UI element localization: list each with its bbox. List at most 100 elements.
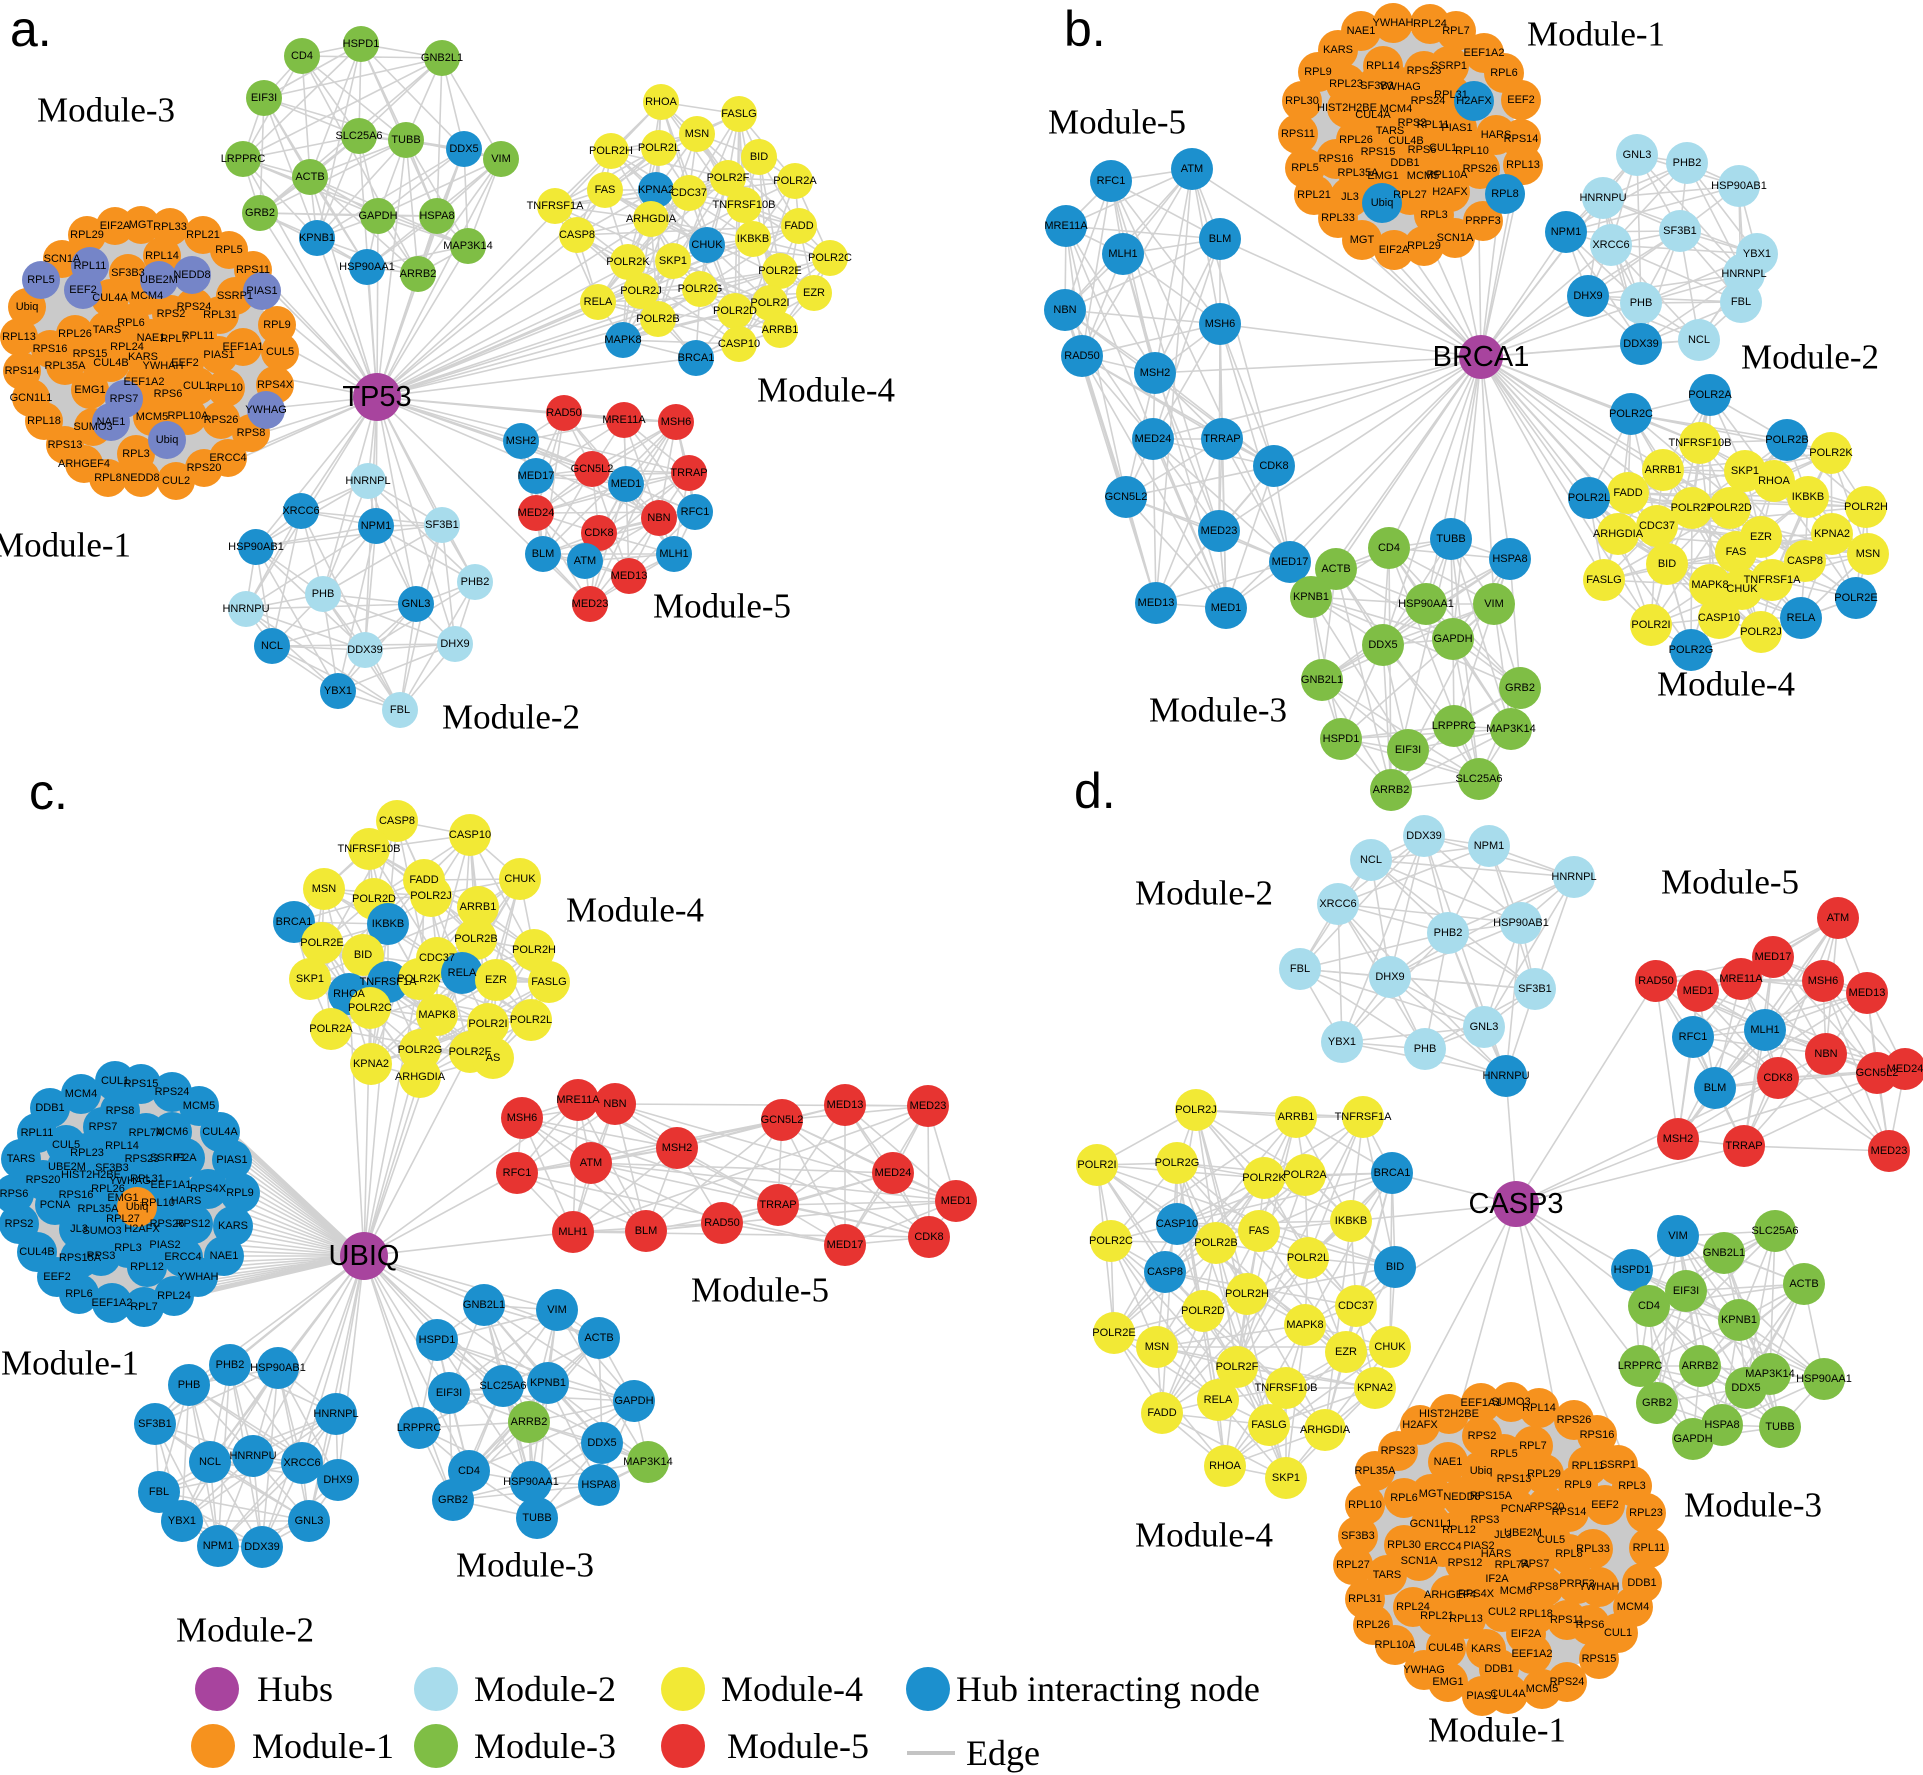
svg-text:POLR2L: POLR2L xyxy=(638,142,680,154)
svg-text:CD4: CD4 xyxy=(291,50,313,62)
svg-text:ARHGEF4: ARHGEF4 xyxy=(58,458,110,470)
svg-text:RPS15A: RPS15A xyxy=(59,1252,102,1264)
svg-text:RPS2: RPS2 xyxy=(1398,117,1427,129)
svg-text:SF3B1: SF3B1 xyxy=(1518,983,1552,995)
svg-text:CUL4A: CUL4A xyxy=(1355,109,1391,121)
svg-text:Module-3: Module-3 xyxy=(456,1546,594,1585)
svg-text:LRPPRC: LRPPRC xyxy=(397,1422,442,1434)
svg-text:MED17: MED17 xyxy=(827,1239,864,1251)
svg-text:YWHAH: YWHAH xyxy=(1579,1581,1620,1593)
svg-text:CUL1: CUL1 xyxy=(1604,1627,1632,1639)
svg-text:MED1: MED1 xyxy=(1211,602,1242,614)
svg-text:POLR2A: POLR2A xyxy=(309,1023,353,1035)
svg-text:YWHAG: YWHAG xyxy=(245,404,287,416)
svg-text:POLR2B: POLR2B xyxy=(1765,434,1808,446)
svg-text:RPS3: RPS3 xyxy=(1471,1514,1500,1526)
svg-text:b.: b. xyxy=(1064,1,1106,57)
svg-text:YWHAH: YWHAH xyxy=(1373,17,1414,29)
svg-text:MED13: MED13 xyxy=(827,1099,864,1111)
svg-text:RAD50: RAD50 xyxy=(1638,975,1673,987)
svg-text:ACTB: ACTB xyxy=(295,171,324,183)
svg-text:H2AFX: H2AFX xyxy=(1432,186,1468,198)
svg-text:RPL27: RPL27 xyxy=(1393,189,1427,201)
svg-text:MGT: MGT xyxy=(129,219,154,231)
svg-text:EEF2: EEF2 xyxy=(171,357,199,369)
svg-text:MSN: MSN xyxy=(1856,548,1881,560)
svg-text:MED23: MED23 xyxy=(1871,1145,1908,1157)
svg-text:CDC37: CDC37 xyxy=(1639,520,1675,532)
svg-text:RPS20: RPS20 xyxy=(187,462,222,474)
svg-text:MSH6: MSH6 xyxy=(661,416,692,428)
svg-text:HNRNPU: HNRNPU xyxy=(222,603,269,615)
svg-text:ERCC4: ERCC4 xyxy=(1424,1541,1461,1553)
svg-text:Hubs: Hubs xyxy=(257,1669,333,1709)
svg-text:MED1: MED1 xyxy=(1683,985,1714,997)
svg-text:MCM5: MCM5 xyxy=(1407,170,1439,182)
svg-text:RPS15: RPS15 xyxy=(1582,1653,1617,1665)
svg-text:FAS: FAS xyxy=(595,184,616,196)
svg-text:MSH6: MSH6 xyxy=(1808,975,1839,987)
svg-text:MSH6: MSH6 xyxy=(1205,318,1236,330)
svg-text:MLH1: MLH1 xyxy=(558,1226,587,1238)
svg-text:GNL3: GNL3 xyxy=(402,598,431,610)
svg-text:RPL6: RPL6 xyxy=(117,317,145,329)
svg-text:HSPA8: HSPA8 xyxy=(1704,1419,1739,1431)
svg-text:MAP3K14: MAP3K14 xyxy=(623,1456,673,1468)
svg-text:MSH2: MSH2 xyxy=(662,1142,693,1154)
svg-text:PHB2: PHB2 xyxy=(1673,157,1702,169)
svg-text:FASLG: FASLG xyxy=(1251,1419,1286,1431)
svg-text:UBE2M: UBE2M xyxy=(48,1161,86,1173)
svg-text:ARRB1: ARRB1 xyxy=(1278,1111,1315,1123)
svg-text:RHOA: RHOA xyxy=(1758,475,1790,487)
svg-text:RPL29: RPL29 xyxy=(1527,1468,1561,1480)
svg-text:DDB1: DDB1 xyxy=(1390,157,1419,169)
svg-text:POLR2A: POLR2A xyxy=(1688,389,1732,401)
svg-text:MAPK8: MAPK8 xyxy=(1286,1319,1323,1331)
svg-text:RPL14: RPL14 xyxy=(1366,60,1400,72)
svg-text:KARS: KARS xyxy=(1323,44,1353,56)
svg-text:MCM4: MCM4 xyxy=(1380,103,1412,115)
svg-text:DHX9: DHX9 xyxy=(323,1474,352,1486)
svg-text:RPL10A: RPL10A xyxy=(1375,1639,1417,1651)
svg-text:TRRAP: TRRAP xyxy=(670,467,707,479)
svg-text:BLM: BLM xyxy=(1704,1082,1727,1094)
svg-text:EEF1A2: EEF1A2 xyxy=(124,376,165,388)
svg-text:HARS: HARS xyxy=(171,1195,202,1207)
svg-text:PIAS2: PIAS2 xyxy=(1463,1540,1494,1552)
svg-text:TNFRSF1A: TNFRSF1A xyxy=(1744,574,1802,586)
svg-text:PHB: PHB xyxy=(178,1379,201,1391)
svg-text:HSP90AB1: HSP90AB1 xyxy=(250,1362,306,1374)
svg-text:DHX9: DHX9 xyxy=(1375,971,1404,983)
svg-text:YWHAG: YWHAG xyxy=(1403,1664,1445,1676)
svg-text:RFC1: RFC1 xyxy=(681,506,710,518)
svg-text:SSRP1: SSRP1 xyxy=(217,290,253,302)
svg-text:ATM: ATM xyxy=(580,1157,602,1169)
svg-text:RPL8: RPL8 xyxy=(94,472,122,484)
svg-text:CASP8: CASP8 xyxy=(1147,1266,1183,1278)
svg-text:CUL4B: CUL4B xyxy=(1388,135,1423,147)
svg-text:POLR2I: POLR2I xyxy=(750,297,789,309)
svg-text:MAPK8: MAPK8 xyxy=(418,1009,455,1021)
svg-text:RAD50: RAD50 xyxy=(1064,350,1099,362)
svg-text:VIM: VIM xyxy=(1484,598,1504,610)
svg-text:EZR: EZR xyxy=(1335,1346,1357,1358)
svg-text:Module-5: Module-5 xyxy=(691,1271,829,1310)
svg-text:POLR2E: POLR2E xyxy=(1092,1327,1135,1339)
svg-text:MLH1: MLH1 xyxy=(1108,248,1137,260)
svg-text:DDX5: DDX5 xyxy=(1368,639,1397,651)
svg-text:GCN5L2: GCN5L2 xyxy=(761,1114,804,1126)
svg-text:FASLG: FASLG xyxy=(721,108,756,120)
svg-text:RPS20: RPS20 xyxy=(1530,1501,1565,1513)
svg-text:FBL: FBL xyxy=(1731,296,1751,308)
svg-text:SUMO3: SUMO3 xyxy=(1491,1396,1530,1408)
svg-text:RFC1: RFC1 xyxy=(1097,175,1126,187)
svg-text:POLR2I: POLR2I xyxy=(1631,619,1670,631)
svg-text:RELA: RELA xyxy=(1204,1394,1233,1406)
svg-text:KARS: KARS xyxy=(128,351,158,363)
svg-text:IF2A: IF2A xyxy=(173,1152,197,1164)
svg-text:KPNA2: KPNA2 xyxy=(1814,528,1850,540)
svg-text:GCN1L1: GCN1L1 xyxy=(10,392,53,404)
svg-text:RPL10: RPL10 xyxy=(1455,145,1489,157)
svg-text:RPL21: RPL21 xyxy=(1420,1610,1454,1622)
svg-text:CUL2: CUL2 xyxy=(162,475,190,487)
